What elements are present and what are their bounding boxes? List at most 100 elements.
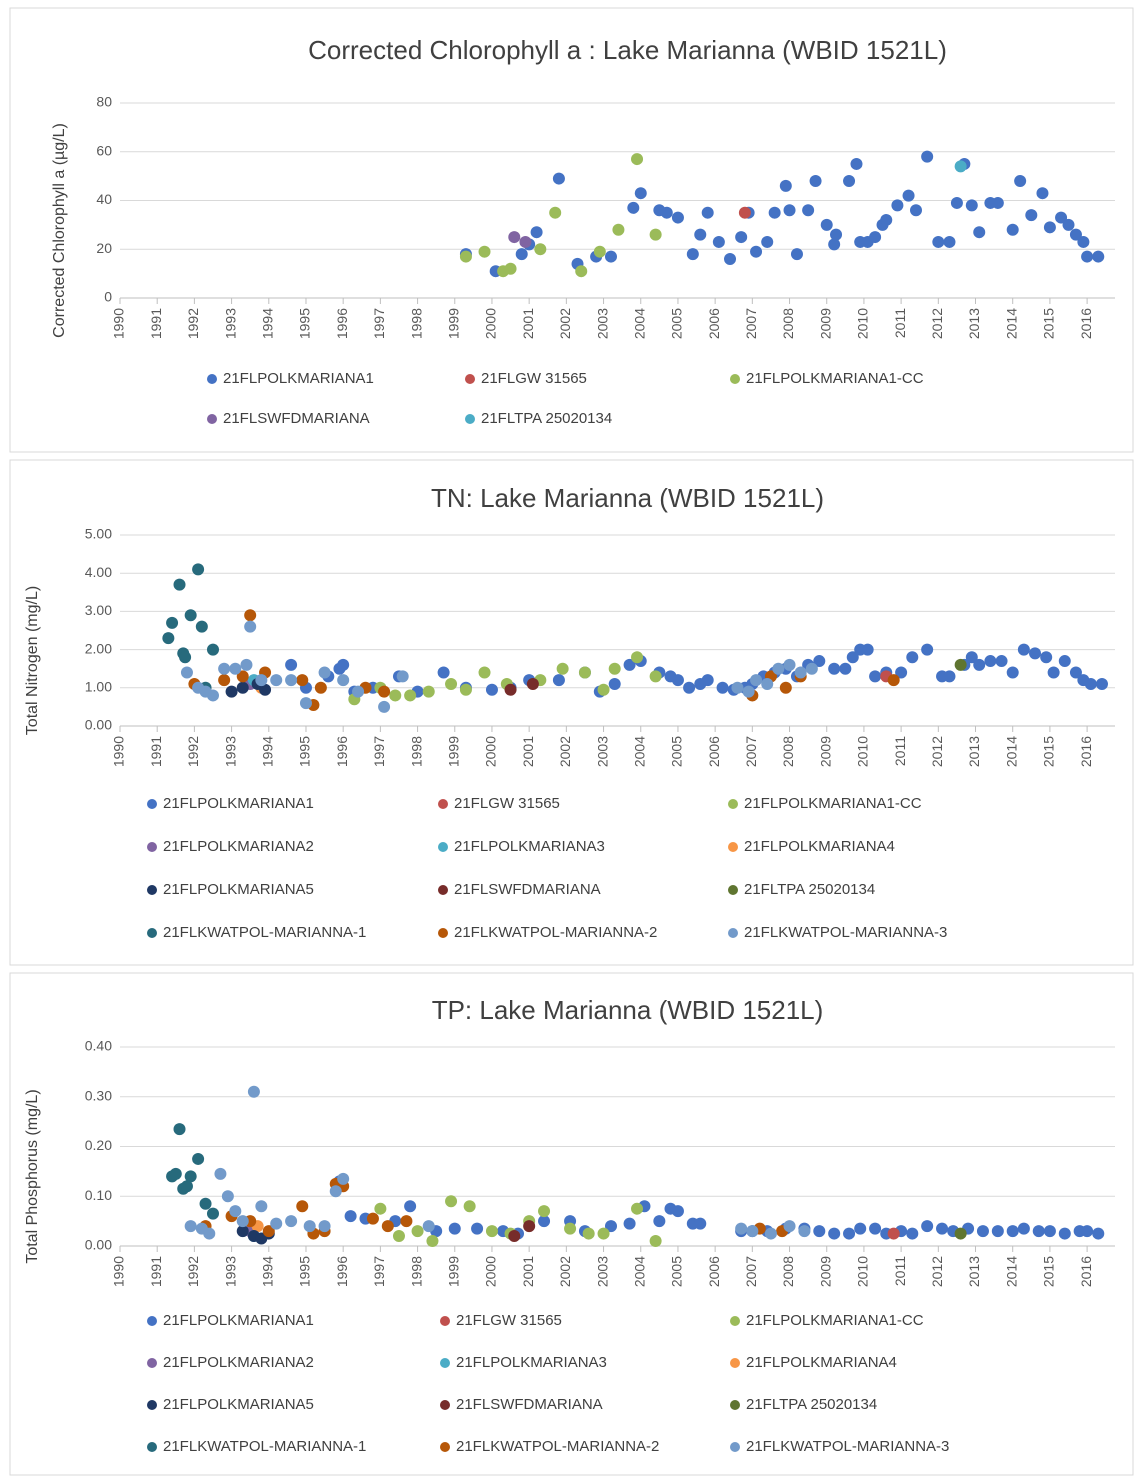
- x-tick-label: 1993: [222, 1256, 238, 1287]
- legend-label: 21FLKWATPOL-MARIANNA-1: [163, 1438, 366, 1455]
- point: [344, 1210, 357, 1223]
- legend-marker: [207, 414, 217, 424]
- point: [192, 1152, 205, 1165]
- point: [285, 1215, 298, 1228]
- x-tick-label: 2016: [1078, 1256, 1094, 1287]
- x-tick-label: 2013: [966, 736, 982, 767]
- point: [400, 1215, 413, 1228]
- point: [411, 1225, 424, 1238]
- point: [660, 206, 673, 219]
- point: [296, 1200, 309, 1213]
- point: [526, 677, 539, 690]
- point: [225, 685, 238, 698]
- point: [1058, 1227, 1071, 1240]
- point: [485, 1225, 498, 1238]
- point: [549, 206, 562, 219]
- legend-label: 21FLSWFDMARIANA: [223, 410, 370, 427]
- point: [649, 228, 662, 241]
- point: [1006, 223, 1019, 236]
- legend-marker: [147, 1442, 157, 1452]
- point: [750, 674, 763, 687]
- x-tick-label: 2006: [706, 1256, 722, 1287]
- legend-label: 21FLPOLKMARIANA3: [456, 1354, 607, 1371]
- point: [508, 231, 521, 244]
- point: [575, 265, 588, 278]
- point: [244, 620, 257, 633]
- point: [285, 674, 298, 687]
- point: [162, 632, 175, 645]
- point: [1055, 211, 1068, 224]
- point: [255, 674, 268, 687]
- legend-marker: [440, 1358, 450, 1368]
- point: [742, 685, 755, 698]
- point: [179, 651, 192, 664]
- point: [950, 196, 963, 209]
- point: [296, 674, 309, 687]
- point: [564, 1222, 577, 1235]
- point: [828, 1227, 841, 1240]
- point: [902, 189, 915, 202]
- x-tick-label: 1998: [408, 1256, 424, 1287]
- point: [578, 666, 591, 679]
- point: [761, 235, 774, 248]
- point: [608, 677, 621, 690]
- legend-marker: [728, 928, 738, 938]
- x-tick-label: 1994: [259, 1256, 275, 1287]
- y-axis-label: Total Phosphorus (mg/L): [24, 1089, 41, 1263]
- point: [1084, 677, 1097, 690]
- point: [820, 218, 833, 231]
- x-tick-label: 2004: [631, 1256, 647, 1287]
- point: [199, 1197, 212, 1210]
- point: [686, 248, 699, 261]
- point: [478, 245, 491, 258]
- point: [538, 1205, 551, 1218]
- x-tick-label: 2007: [743, 736, 759, 767]
- point: [813, 1225, 826, 1238]
- point: [943, 670, 956, 683]
- point: [582, 1227, 595, 1240]
- point: [991, 196, 1004, 209]
- point: [445, 677, 458, 690]
- x-tick-label: 2015: [1041, 308, 1057, 339]
- point: [366, 1212, 379, 1225]
- legend-label: 21FLGW 31565: [481, 370, 587, 387]
- point: [906, 651, 919, 664]
- y-tick-label: 0.30: [85, 1087, 112, 1103]
- chart-title: Corrected Chlorophyll a : Lake Marianna …: [308, 35, 947, 65]
- point: [597, 683, 610, 696]
- x-tick-label: 2015: [1041, 1256, 1057, 1287]
- x-tick-label: 2005: [669, 1256, 685, 1287]
- point: [850, 157, 863, 170]
- x-tick-label: 2009: [817, 1256, 833, 1287]
- panel: [9, 459, 1134, 966]
- y-tick-label: 5.00: [85, 526, 112, 542]
- point: [712, 235, 725, 248]
- point: [173, 1123, 186, 1136]
- point: [236, 670, 249, 683]
- point: [352, 685, 365, 698]
- y-tick-label: 0.40: [85, 1038, 112, 1054]
- point: [921, 150, 934, 163]
- point: [318, 1220, 331, 1233]
- legend-marker: [728, 885, 738, 895]
- point: [802, 204, 815, 217]
- x-tick-label: 2001: [520, 308, 536, 339]
- point: [839, 662, 852, 675]
- point: [910, 204, 922, 217]
- point: [381, 1220, 394, 1233]
- point: [236, 1225, 249, 1238]
- legend-label: 21FLPOLKMARIANA1-CC: [746, 370, 924, 387]
- point: [184, 609, 197, 622]
- x-tick-label: 2010: [855, 1256, 871, 1287]
- point: [649, 670, 662, 683]
- x-tick-label: 2002: [557, 308, 573, 339]
- point: [392, 1230, 405, 1243]
- x-tick-label: 1997: [371, 736, 387, 767]
- point: [1081, 250, 1094, 263]
- legend-marker: [147, 1316, 157, 1326]
- point: [173, 578, 186, 591]
- point: [1047, 666, 1060, 679]
- x-tick-label: 2014: [1003, 736, 1019, 767]
- point: [764, 1227, 777, 1240]
- legend-marker: [728, 842, 738, 852]
